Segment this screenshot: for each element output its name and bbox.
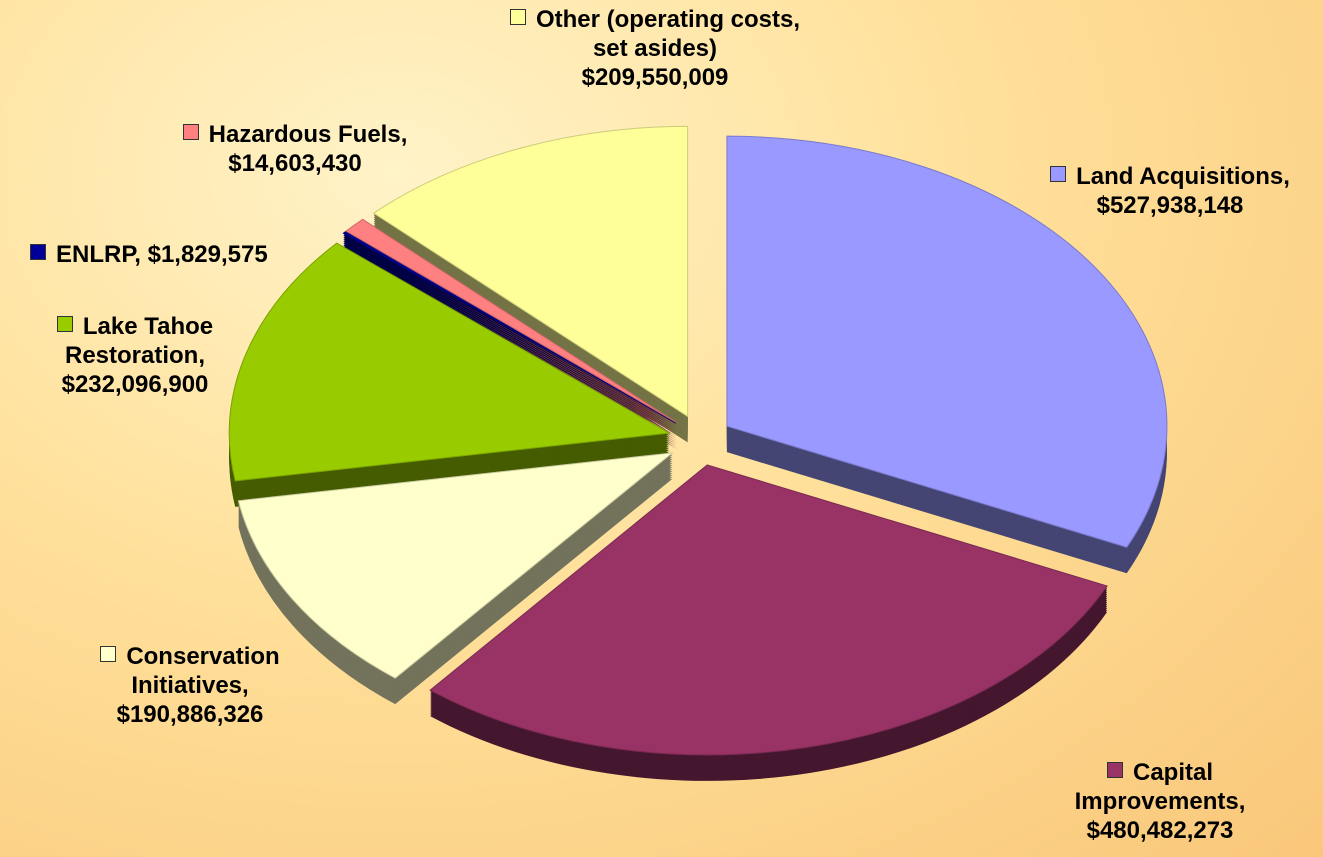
slice-label: ENLRP, $1,829,575 (30, 240, 430, 269)
legend-swatch (509, 9, 526, 25)
slice-label: Lake Tahoe Restoration, $232,096,900 (10, 312, 260, 399)
slice (726, 135, 1168, 548)
slice-name: Conservation Initiatives, (126, 643, 280, 699)
slice-label: Conservation Initiatives, $190,886,326 (60, 642, 320, 729)
slice-side (343, 235, 676, 428)
slice-side (343, 237, 676, 430)
slice-label: Land Acquisitions, $527,938,148 (1010, 162, 1323, 220)
slice-tops (228, 125, 1168, 756)
slice (429, 464, 1108, 756)
legend-swatch (1050, 166, 1067, 182)
slice-label: Other (operating costs, set asides) $209… (500, 5, 810, 92)
slice (345, 218, 677, 424)
slice-name: Lake Tahoe Restoration, (64, 313, 214, 369)
slice-value: $209,550,009 (581, 64, 729, 91)
slice-side (343, 243, 676, 436)
legend-swatch (1106, 762, 1123, 778)
slice-name: Capital Improvements, (1074, 759, 1246, 815)
slice (228, 242, 671, 482)
slice-value: $527,938,148 (1096, 192, 1244, 219)
legend-swatch (30, 244, 46, 260)
slice (342, 231, 677, 424)
legend-swatch (182, 124, 199, 140)
slice-value: $232,096,900 (61, 371, 209, 398)
slice-side (343, 233, 676, 426)
slice-name: Other (operating costs, set asides) (535, 6, 801, 62)
slice-side (343, 239, 676, 432)
legend-swatch (56, 316, 73, 332)
slice-value: $480,482,273 (1086, 817, 1234, 844)
slice (237, 452, 674, 679)
slice-value: $14,603,430 (228, 150, 362, 177)
slice (372, 125, 689, 418)
slice-name: Hazardous Fuels, (208, 121, 408, 148)
slice-value: $1,829,575 (147, 241, 268, 268)
slice-name: ENLRP, (56, 241, 141, 268)
slice-value: $190,886,326 (116, 701, 264, 728)
slice-name: Land Acquisitions, (1076, 163, 1290, 190)
slice-side (343, 241, 676, 434)
slice-label: Capital Improvements, $480,482,273 (1030, 758, 1290, 845)
slice-label: Hazardous Fuels, $14,603,430 (130, 120, 460, 178)
legend-swatch (100, 646, 117, 662)
